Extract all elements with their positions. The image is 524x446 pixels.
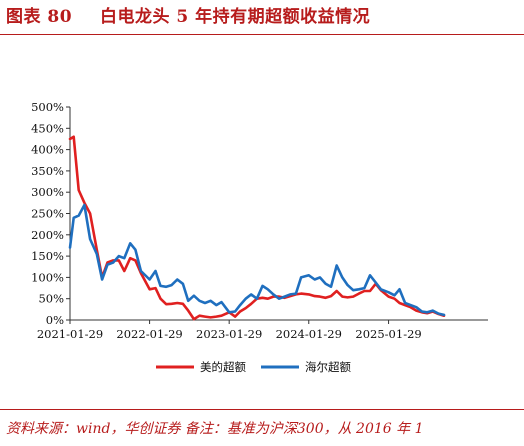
y-tick-label: 0% (46, 313, 64, 327)
series-line-haier (68, 203, 446, 317)
figure-label: 图表 80 (6, 7, 73, 27)
y-tick-label: 50% (38, 292, 64, 306)
y-tick-label: 250% (31, 207, 64, 221)
y-tick-label: 450% (31, 121, 64, 135)
x-tick-label: 2021-01-29 (37, 327, 103, 341)
legend-label: 美的超额 (200, 360, 246, 374)
y-tick-label: 500% (31, 100, 64, 114)
top-divider (0, 34, 524, 35)
y-tick-label: 200% (31, 228, 64, 242)
bottom-divider (0, 409, 524, 410)
x-tick-label: 2022-01-29 (116, 327, 182, 341)
x-tick-label: 2024-01-29 (276, 327, 342, 341)
y-tick-label: 150% (31, 249, 64, 263)
y-tick-label: 350% (31, 164, 64, 178)
source-note: 资料来源：wind，华创证券 备注：基准为沪深300，从 2016 年 1 (6, 421, 424, 437)
x-tick-label: 2025-01-29 (355, 327, 421, 341)
y-tick-label: 300% (31, 185, 64, 199)
y-tick-label: 100% (31, 270, 64, 284)
chart-title: 白电龙头 5 年持有期超额收益情况 (100, 7, 371, 27)
x-tick-label: 2023-01-29 (196, 327, 262, 341)
figure-header: 图表 80 白电龙头 5 年持有期超额收益情况 (6, 4, 518, 32)
y-tick-label: 400% (31, 143, 64, 157)
legend-label: 海尔超额 (305, 360, 351, 374)
